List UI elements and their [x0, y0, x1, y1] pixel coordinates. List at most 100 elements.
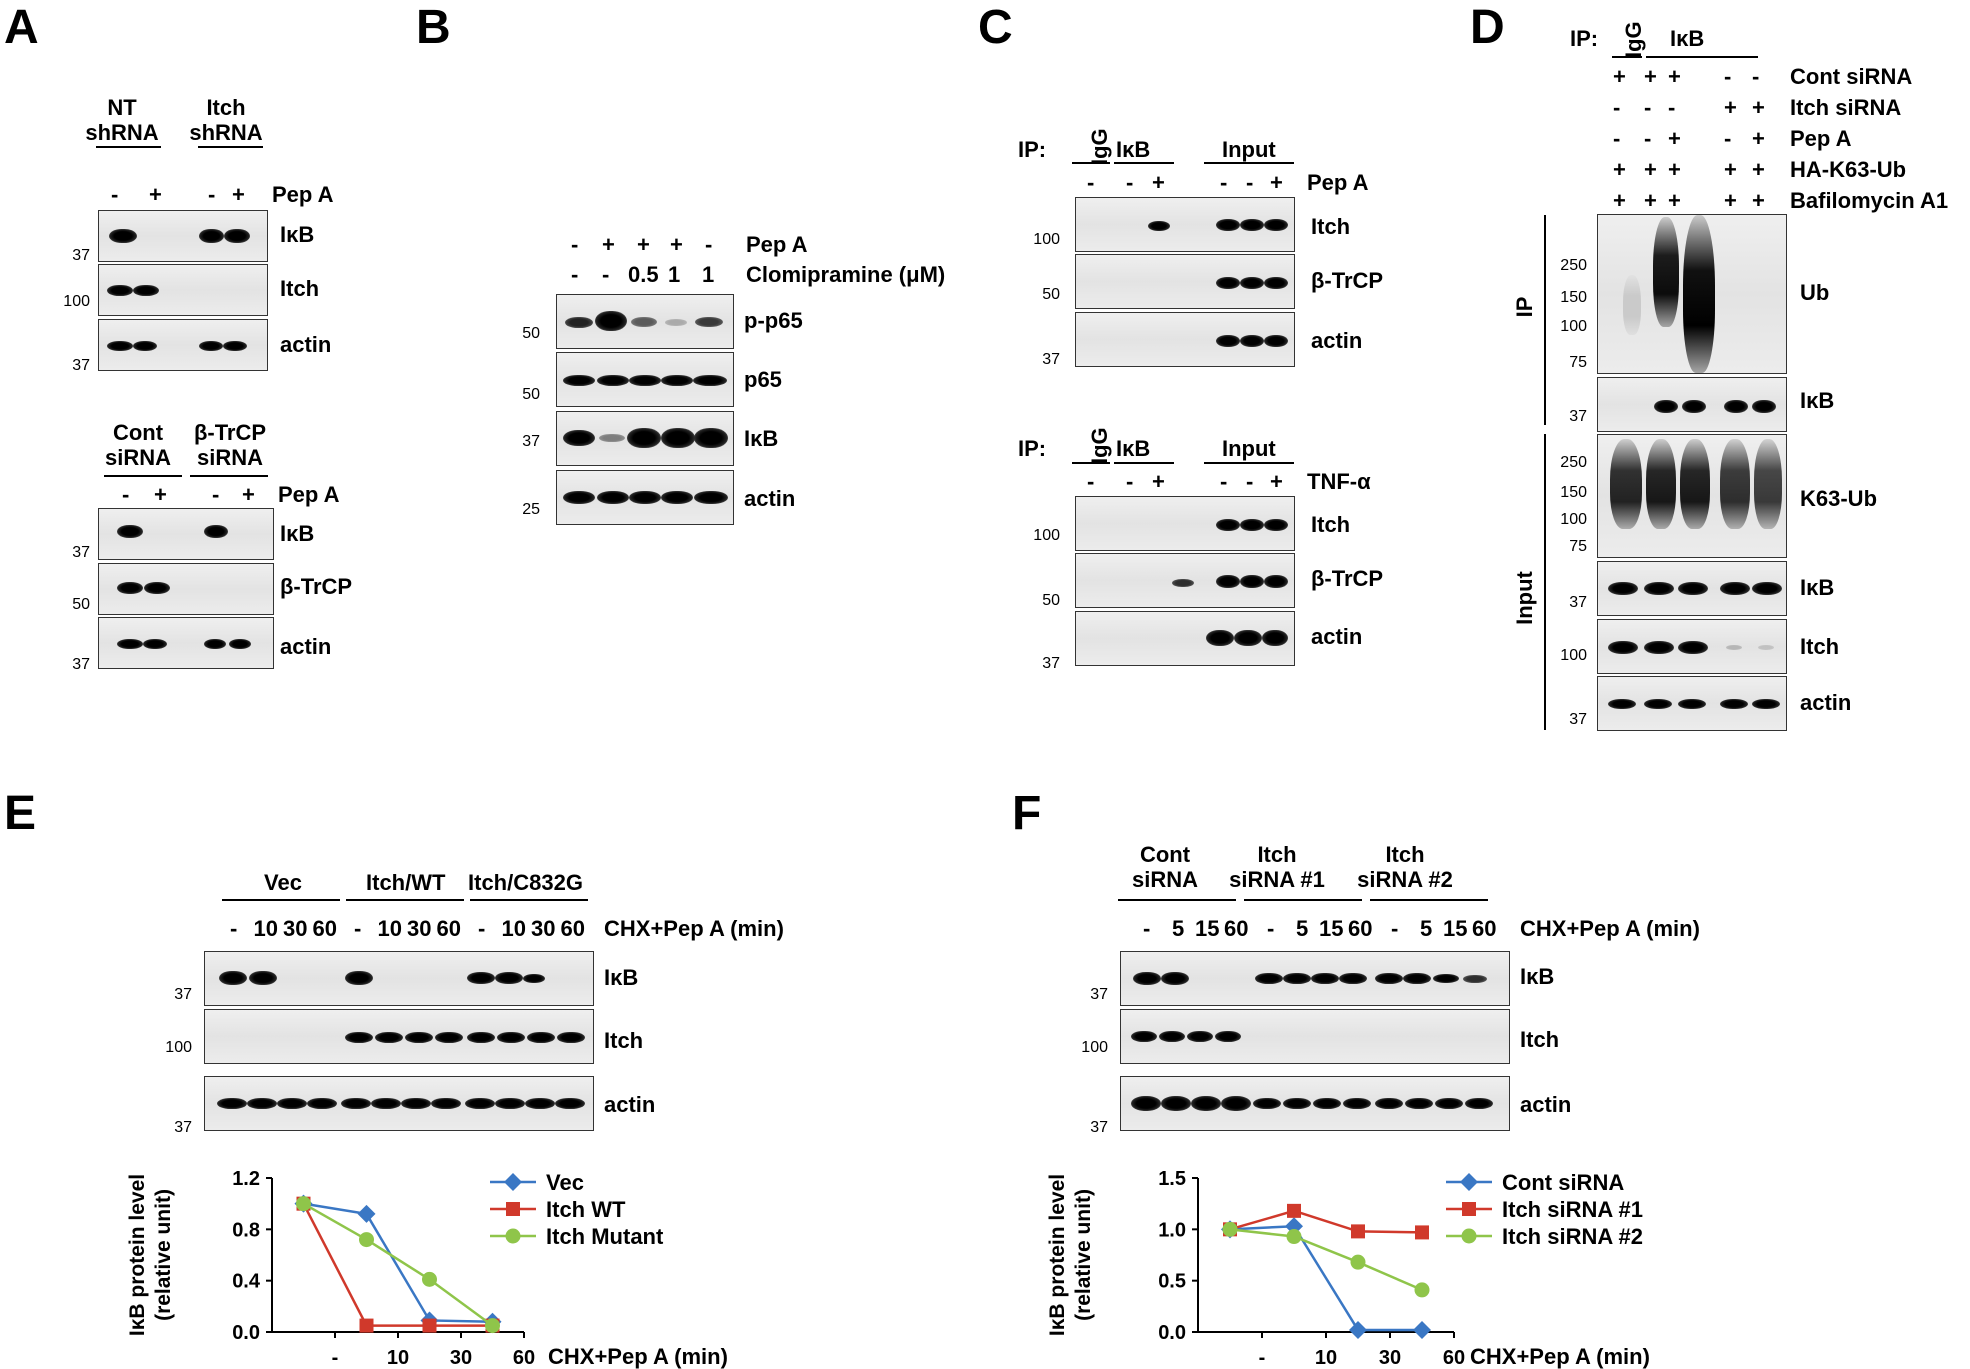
a-bottom-group-2-line: [190, 475, 268, 477]
band: [1283, 973, 1311, 984]
band: [345, 1032, 373, 1043]
band: [371, 1098, 401, 1109]
band: [1221, 1096, 1251, 1111]
d-row-5-sign-5: +: [1752, 188, 1765, 213]
f-time-6: 5: [1296, 916, 1309, 941]
c-bottom-sign-4: -: [1220, 469, 1228, 494]
e-blot-itch-mw: 100: [165, 1039, 192, 1056]
c-top-sign-4: -: [1220, 170, 1228, 195]
b-row1-sign-1: -: [571, 232, 579, 257]
band: [563, 430, 595, 446]
band: [117, 582, 143, 594]
c-top-blot-actin-label: actin: [1311, 328, 1363, 353]
c-bottom-blot-btrcp-label: β-TrCP: [1311, 566, 1384, 591]
e-time-4: 60: [312, 916, 337, 941]
d-row-1-sign-4: -: [1724, 64, 1732, 89]
band: [1375, 973, 1403, 984]
band: [527, 1032, 555, 1043]
d-blot-k63ub-mw-1: 250: [1560, 454, 1587, 471]
a-top-sign-4: +: [232, 182, 245, 207]
band: [204, 525, 228, 538]
series-3-point-2: [359, 1232, 374, 1248]
legend-marker-3: [505, 1228, 521, 1244]
band: [1678, 582, 1708, 595]
c-bottom-group-ikb: IκB: [1116, 436, 1151, 461]
b-blot-p65: [556, 352, 734, 407]
b-row2-val-3: 0.5: [628, 262, 659, 287]
band: [107, 285, 133, 296]
band: [1465, 1098, 1493, 1109]
band: [1262, 630, 1288, 646]
band: [1752, 582, 1782, 595]
band: [345, 971, 373, 985]
band: [133, 341, 157, 351]
y-axis-label-line-1: IκB protein level: [1046, 1174, 1069, 1336]
d-input-blot-itch-mw: 100: [1560, 647, 1587, 664]
band: [523, 974, 545, 983]
b-row1-sign-2: +: [602, 232, 615, 257]
e-time-7: 30: [407, 916, 432, 941]
band: [661, 491, 693, 504]
c-bottom-blot-itch: [1075, 496, 1295, 551]
a-top-group-1: NT shRNA: [85, 95, 159, 146]
series-2-point-2: [359, 1318, 374, 1333]
band: [375, 1032, 403, 1043]
band: [1131, 1096, 1161, 1111]
d-ip-blot-ikb: [1597, 377, 1787, 432]
e-time-3: 30: [283, 916, 308, 941]
f-group-itch-2: Itch siRNA #2: [1357, 842, 1453, 893]
band: [661, 375, 693, 386]
b-blot-ikb: [556, 411, 734, 466]
band: [1191, 1096, 1221, 1111]
panel-label-b: B: [416, 1, 451, 54]
b-blot-p65-label: p65: [744, 367, 782, 392]
band: [249, 971, 277, 985]
a-bottom-group-2: β-TrCP siRNA: [193, 420, 267, 471]
y-tick-label: 0.5: [1158, 1271, 1186, 1293]
d-row-2-sign-2: -: [1644, 95, 1652, 120]
panel-label-c: C: [978, 1, 1013, 54]
f-blot-actin-mw: 37: [1090, 1119, 1108, 1136]
f-time-8: 60: [1348, 916, 1373, 941]
band: [247, 1098, 277, 1109]
band: [1240, 335, 1264, 347]
f-blot-ikb: [1120, 951, 1510, 1006]
d-row-2-sign-3: -: [1668, 95, 1676, 120]
e-time-6: 10: [377, 916, 402, 941]
a-top-blot-actin: [98, 319, 268, 371]
d-input-bracket: [1544, 434, 1546, 730]
band: [1283, 1098, 1311, 1109]
c-top-treatment: Pep A: [1307, 170, 1369, 195]
band: [1433, 974, 1459, 983]
e-blot-ikb-label: IκB: [604, 965, 639, 990]
band: [495, 972, 523, 984]
band: [117, 639, 143, 649]
b-blot-ikb-label: IκB: [744, 426, 779, 451]
a-top-blot-itch-label: Itch: [280, 276, 320, 301]
a-bottom-group-1: Cont siRNA: [104, 420, 171, 471]
f-time-10: 5: [1420, 916, 1433, 941]
b-blot-actin: [556, 470, 734, 525]
b-row1-sign-3: +: [637, 232, 650, 257]
b-blot-pp65: [556, 294, 734, 349]
e-treatment: CHX+Pep A (min): [604, 916, 784, 941]
legend-marker-1: [1460, 1173, 1478, 1191]
x-tick-label: 30: [1379, 1347, 1401, 1369]
legend-marker-2: [1462, 1202, 1476, 1216]
b-row1-sign-5: -: [705, 232, 713, 257]
d-row-4-sign-2: +: [1644, 157, 1657, 182]
c-bottom-blot-btrcp: [1075, 553, 1295, 608]
f-blot-actin: [1120, 1076, 1510, 1131]
c-bottom-blot-itch-mw: 100: [1033, 527, 1060, 544]
c-bottom-sign-5: -: [1246, 469, 1254, 494]
a-top-sign-1: -: [111, 182, 119, 207]
panel-label-e: E: [4, 787, 37, 840]
e-blot-itch: [204, 1009, 594, 1064]
c-top-ip: IP:: [1018, 137, 1047, 162]
c-bottom-input-line: [1204, 462, 1294, 464]
series-line-3: [302, 1202, 494, 1327]
a-top-blot-ikb: [98, 210, 268, 262]
series-3-point-1: [296, 1196, 311, 1212]
c-bottom-group-igg: IgG: [1087, 427, 1112, 464]
e-time-8: 60: [436, 916, 461, 941]
